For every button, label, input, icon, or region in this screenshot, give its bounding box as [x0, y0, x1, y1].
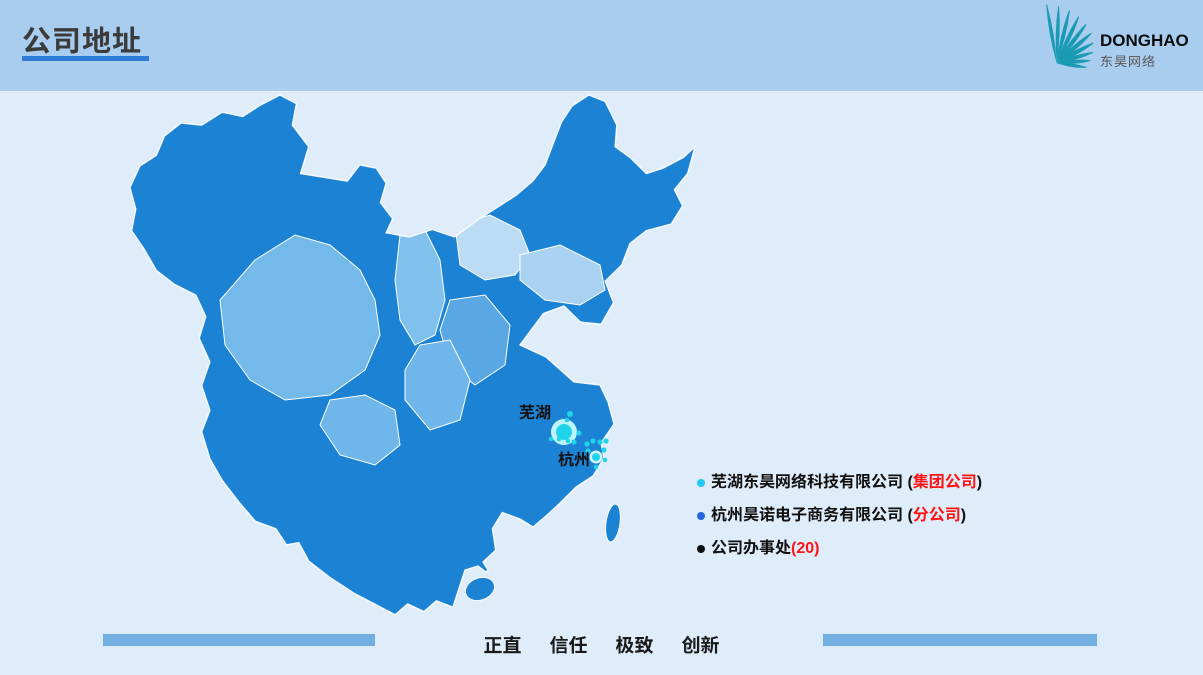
svg-text:杭州: 杭州: [558, 450, 590, 469]
svg-text:芜湖: 芜湖: [519, 404, 551, 422]
